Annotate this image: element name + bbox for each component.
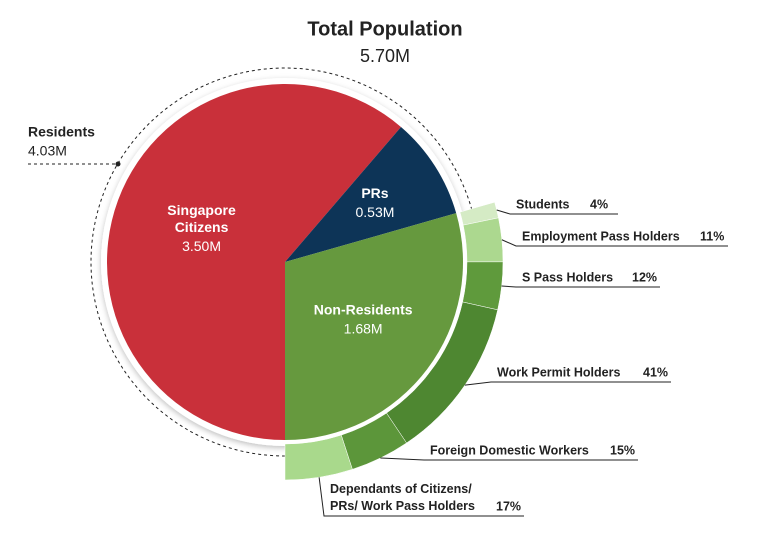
ring-label: Foreign Domestic Workers [430,443,589,457]
pie-slice [285,213,464,440]
ring-label: Work Permit Holders [497,365,620,379]
ring-value: 12% [632,270,657,284]
group-label: Residents [28,124,95,140]
slice-value: 3.50M [182,238,221,254]
pie-slice [285,126,457,263]
ring-segment [284,434,353,481]
group-value: 4.03M [28,143,67,159]
ring-value: 15% [610,443,635,457]
leader [380,457,638,461]
pie-slice [107,84,401,440]
slice-label: Non-Residents [314,302,413,318]
leader-dot [115,161,121,167]
slice-value: 0.53M [355,204,394,220]
slice-value: 1.68M [344,321,383,337]
leader [318,477,524,517]
slice-label: Singapore Citizens [167,202,236,235]
ring-label: S Pass Holders [522,270,613,284]
total: 5.70M [360,46,410,66]
ring-label: Students [516,197,570,211]
leader [501,239,728,247]
chart-title: Total Population [307,18,462,40]
leader [496,209,618,215]
ring-segment [462,217,504,263]
leader [464,381,671,386]
ring-segment [462,261,504,311]
ring-value: 17% [496,499,521,513]
ring-label: Dependants of Citizens/PRs/ Work Pass Ho… [330,482,475,513]
ring-value: 4% [590,197,608,211]
ring-value: 11% [700,229,724,243]
ring-label: Employment Pass Holders [522,229,680,243]
leader [501,285,660,288]
ring-value: 41% [643,365,668,379]
slice-label: PRs [361,185,388,201]
